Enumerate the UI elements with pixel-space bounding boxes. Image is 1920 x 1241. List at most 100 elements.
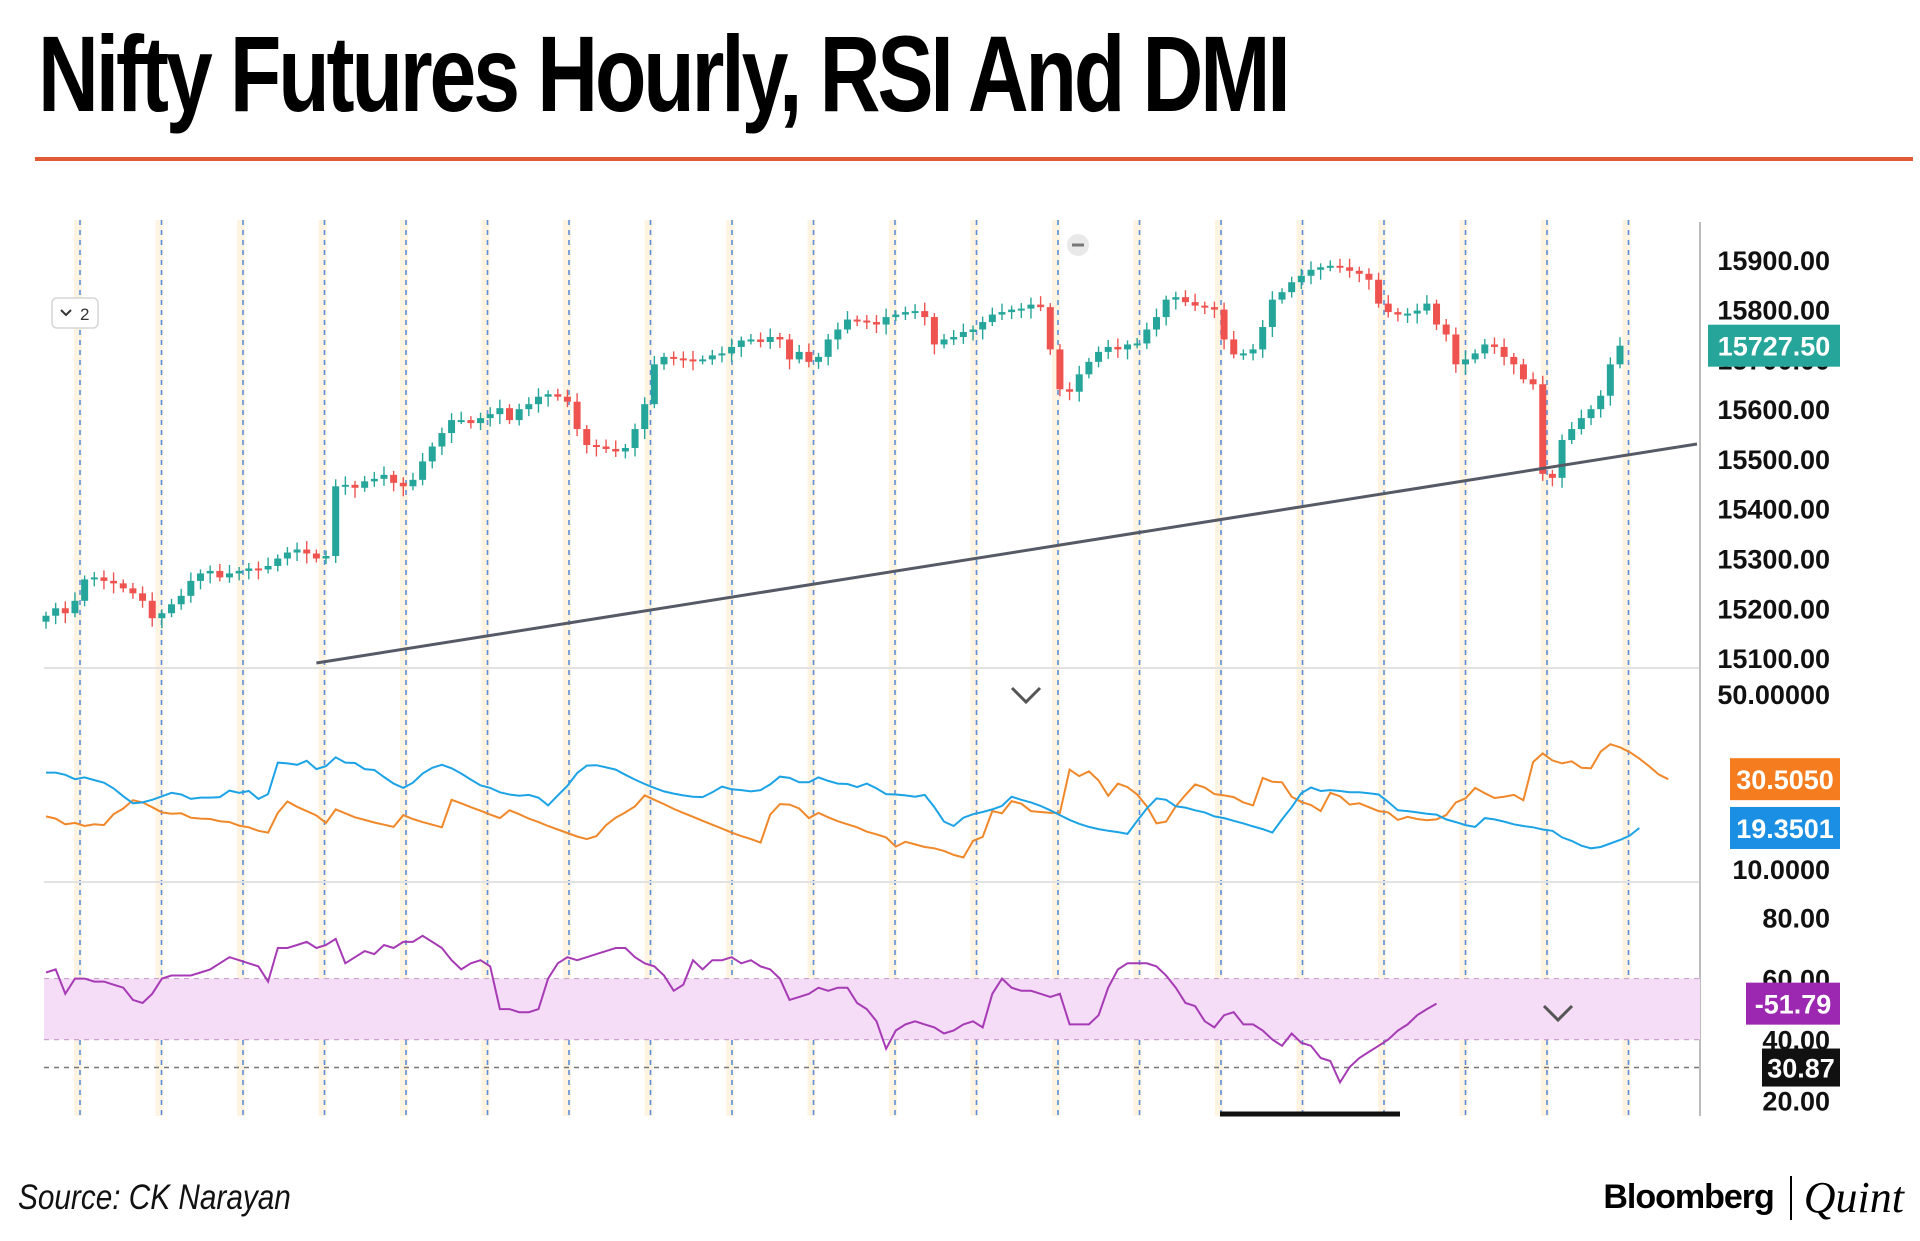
candle bbox=[670, 356, 678, 359]
candle bbox=[1413, 310, 1421, 314]
candle bbox=[1095, 351, 1103, 362]
candle bbox=[1317, 267, 1325, 270]
candle bbox=[930, 317, 938, 345]
candle bbox=[1191, 302, 1199, 306]
candle bbox=[1365, 273, 1373, 280]
candle bbox=[52, 608, 60, 616]
candle bbox=[1085, 361, 1093, 375]
title-rule bbox=[35, 157, 1913, 161]
di-plus-last-value: 30.5050 bbox=[1736, 765, 1834, 795]
candle bbox=[882, 317, 890, 325]
candle bbox=[1346, 267, 1354, 271]
candle bbox=[708, 355, 716, 360]
candle bbox=[699, 359, 707, 362]
candle bbox=[457, 420, 465, 423]
candle bbox=[225, 573, 233, 578]
candle bbox=[1539, 384, 1547, 474]
candle bbox=[1597, 395, 1605, 410]
candle bbox=[1114, 346, 1122, 350]
candle bbox=[206, 570, 214, 574]
candle bbox=[824, 339, 832, 357]
brand-logo: Bloomberg Quint bbox=[1603, 1172, 1904, 1223]
candle bbox=[950, 336, 958, 340]
candle bbox=[283, 552, 291, 559]
candle bbox=[119, 583, 127, 589]
candle bbox=[110, 580, 118, 584]
price-last-value: 15727.50 bbox=[1718, 332, 1831, 362]
candle bbox=[1259, 327, 1267, 350]
candle bbox=[1230, 339, 1238, 355]
candle bbox=[1326, 265, 1334, 268]
candle bbox=[853, 319, 861, 322]
candle bbox=[293, 549, 301, 553]
candle bbox=[592, 444, 600, 447]
candle bbox=[525, 404, 533, 410]
candle bbox=[1268, 299, 1276, 328]
candle bbox=[1307, 269, 1315, 276]
candle bbox=[1104, 346, 1112, 352]
candle bbox=[90, 577, 98, 580]
candle bbox=[322, 556, 330, 559]
candle bbox=[1046, 307, 1054, 350]
candle bbox=[959, 332, 967, 337]
candle bbox=[1066, 389, 1074, 392]
di-minus-last-label bbox=[1730, 806, 1840, 849]
candle bbox=[235, 570, 243, 574]
brand-divider bbox=[1789, 1175, 1792, 1220]
candle bbox=[264, 565, 272, 570]
candle bbox=[438, 433, 446, 447]
brand-secondary: Quint bbox=[1803, 1173, 1904, 1222]
candle bbox=[641, 404, 649, 430]
candle bbox=[1037, 304, 1045, 308]
candle bbox=[1500, 346, 1508, 357]
candle bbox=[940, 339, 948, 345]
candle bbox=[689, 359, 697, 362]
di-minus-last-value: 19.3501 bbox=[1736, 814, 1834, 844]
candle bbox=[351, 484, 359, 488]
candle bbox=[911, 311, 919, 314]
candle bbox=[1481, 344, 1489, 354]
price-tick-label: 15100.00 bbox=[1717, 644, 1830, 674]
candle bbox=[42, 615, 50, 622]
price-tick-label: 15300.00 bbox=[1717, 544, 1830, 574]
candle bbox=[573, 401, 581, 430]
candle bbox=[61, 608, 69, 614]
candle bbox=[1355, 270, 1363, 274]
candle bbox=[1143, 329, 1151, 344]
candle bbox=[766, 336, 774, 342]
candle bbox=[718, 353, 726, 356]
candle bbox=[1529, 379, 1537, 385]
candle bbox=[1375, 279, 1383, 304]
candle bbox=[1442, 324, 1450, 335]
price-tick-label: 15200.00 bbox=[1717, 594, 1830, 624]
candle bbox=[1124, 344, 1132, 350]
price-tick-label: 15600.00 bbox=[1717, 395, 1830, 425]
candle bbox=[1133, 343, 1141, 346]
candle bbox=[1152, 317, 1160, 330]
candle bbox=[1075, 374, 1083, 392]
candle bbox=[872, 322, 880, 325]
dmi-tick-label: 10.0000 bbox=[1732, 855, 1830, 885]
candle bbox=[969, 329, 977, 332]
price-tick-label: 15800.00 bbox=[1717, 296, 1830, 326]
candle bbox=[332, 486, 340, 556]
candle bbox=[71, 600, 79, 614]
rsi-last-label bbox=[1746, 982, 1840, 1025]
price-panel: 2 bbox=[42, 234, 1698, 665]
candle bbox=[390, 474, 398, 483]
dmi-tick-label: 50.00000 bbox=[1717, 680, 1830, 710]
candle bbox=[158, 613, 166, 619]
chart-canvas: 2 15900.0015800.0015700.0015600.0015500.… bbox=[42, 220, 1840, 1117]
candle bbox=[409, 479, 417, 487]
candle bbox=[370, 478, 378, 482]
candle bbox=[303, 549, 311, 554]
rsi-reference-value: 30.87 bbox=[1767, 1054, 1835, 1084]
chart-frame bbox=[44, 220, 1701, 1117]
candle bbox=[805, 351, 813, 362]
candle bbox=[863, 320, 871, 323]
candle bbox=[843, 319, 851, 330]
candle bbox=[815, 356, 823, 362]
candle bbox=[621, 447, 629, 452]
candle bbox=[168, 604, 176, 614]
candle bbox=[544, 394, 552, 397]
